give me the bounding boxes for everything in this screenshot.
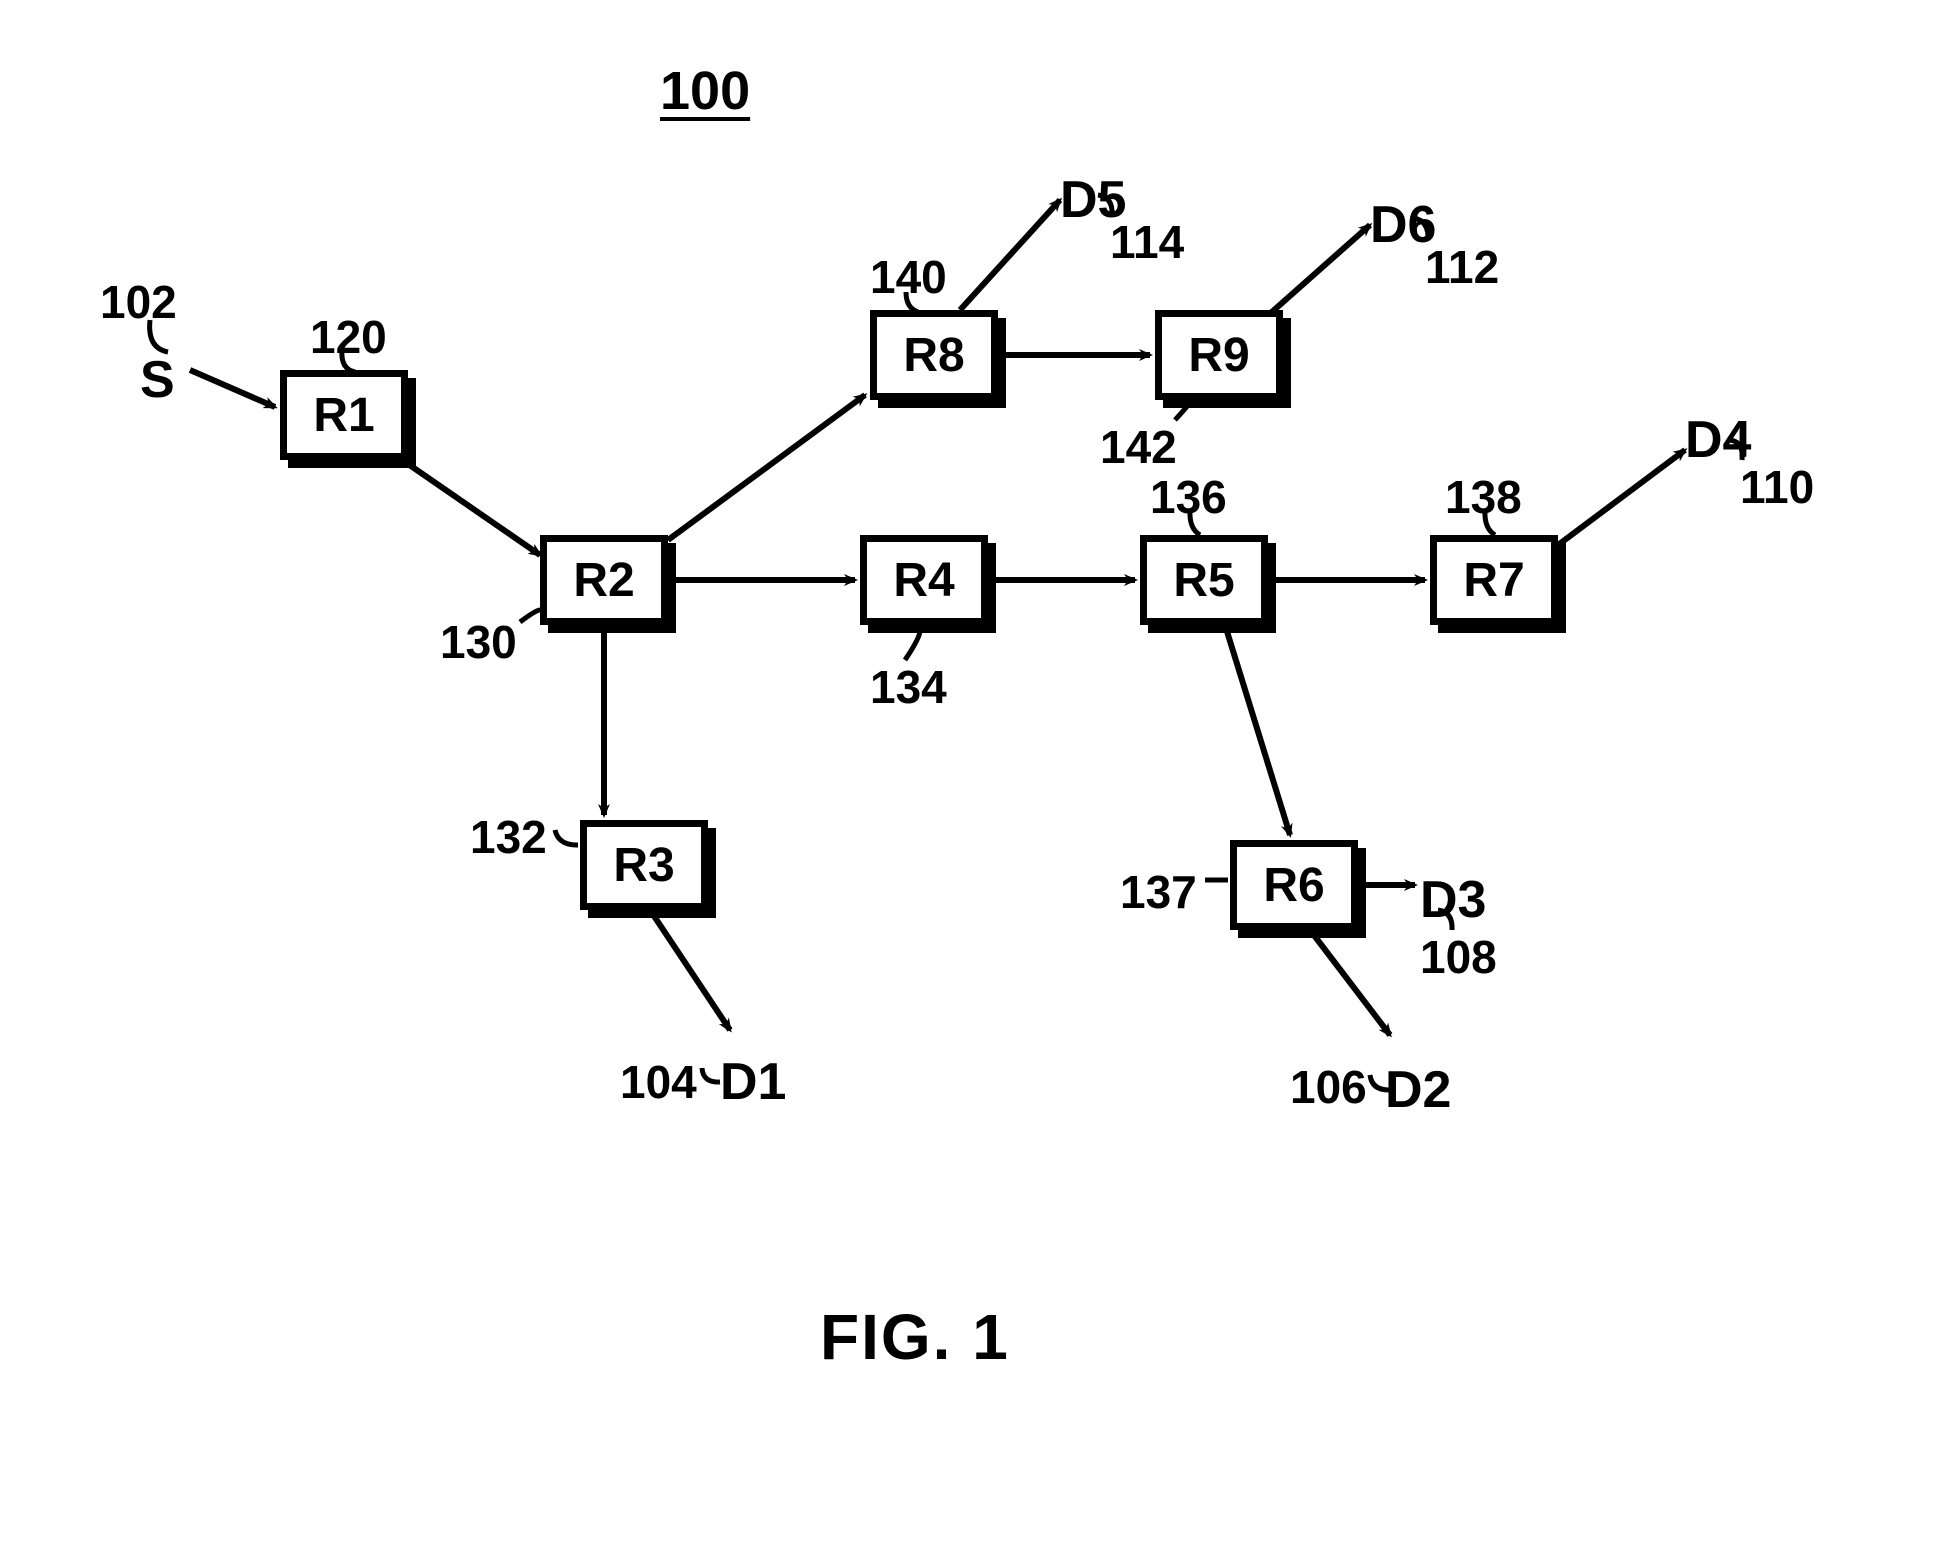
- node-r1: R1: [280, 370, 408, 460]
- node-r4: R4: [860, 535, 988, 625]
- node-label-r4: R4: [893, 553, 954, 608]
- ref-label-108: 108: [1420, 930, 1497, 984]
- node-label-r7: R7: [1463, 553, 1524, 608]
- ref-label-140: 140: [870, 250, 947, 304]
- node-label-r2: R2: [573, 553, 634, 608]
- node-r3: R3: [580, 820, 708, 910]
- ref-label-120: 120: [310, 310, 387, 364]
- ref-label-110: 110: [1740, 460, 1814, 514]
- figure-caption: FIG. 1: [820, 1300, 1010, 1374]
- endpoint-d1: D1: [720, 1052, 786, 1112]
- edge-R2-R8: [668, 395, 865, 540]
- diagram-canvas: 100 R1R2R3R4R5R6R7R8R9 SD1D2D3D4D5D6 102…: [0, 0, 1934, 1560]
- edge-R9-D6: [1265, 225, 1370, 318]
- node-label-r8: R8: [903, 328, 964, 383]
- ref-tick-132: [555, 830, 578, 845]
- node-r9: R9: [1155, 310, 1283, 400]
- ref-label-102: 102: [100, 275, 177, 329]
- edge-R7-D4: [1558, 450, 1685, 545]
- ref-label-106: 106: [1290, 1060, 1367, 1114]
- ref-label-138: 138: [1445, 470, 1522, 524]
- ref-label-130: 130: [440, 615, 517, 669]
- ref-tick-104: [702, 1068, 720, 1082]
- ref-label-134: 134: [870, 660, 947, 714]
- node-r8: R8: [870, 310, 998, 400]
- edge-R8-D5: [960, 200, 1060, 310]
- edge-R1-R2: [395, 455, 540, 555]
- node-r7: R7: [1430, 535, 1558, 625]
- endpoint-s: S: [140, 350, 175, 410]
- ref-label-104: 104: [620, 1055, 697, 1109]
- edge-R6-D2: [1310, 930, 1390, 1035]
- ref-label-137: 137: [1120, 865, 1197, 919]
- node-label-r6: R6: [1263, 858, 1324, 913]
- ref-label-114: 114: [1110, 215, 1184, 269]
- node-label-r9: R9: [1188, 328, 1249, 383]
- ref-label-136: 136: [1150, 470, 1227, 524]
- node-label-r5: R5: [1173, 553, 1234, 608]
- node-label-r1: R1: [313, 388, 374, 443]
- endpoint-d3: D3: [1420, 870, 1486, 930]
- node-r2: R2: [540, 535, 668, 625]
- endpoint-d2: D2: [1385, 1060, 1451, 1120]
- ref-label-142: 142: [1100, 420, 1177, 474]
- edge-R5-R6: [1225, 625, 1290, 835]
- node-r6: R6: [1230, 840, 1358, 930]
- edge-S_pt-R1: [190, 370, 275, 407]
- edge-R3-D1: [650, 910, 730, 1030]
- ref-label-132: 132: [470, 810, 547, 864]
- ref-tick-130: [520, 610, 540, 622]
- ref-label-112: 112: [1425, 240, 1499, 294]
- node-label-r3: R3: [613, 838, 674, 893]
- node-r5: R5: [1140, 535, 1268, 625]
- ref-tick-134: [905, 630, 920, 660]
